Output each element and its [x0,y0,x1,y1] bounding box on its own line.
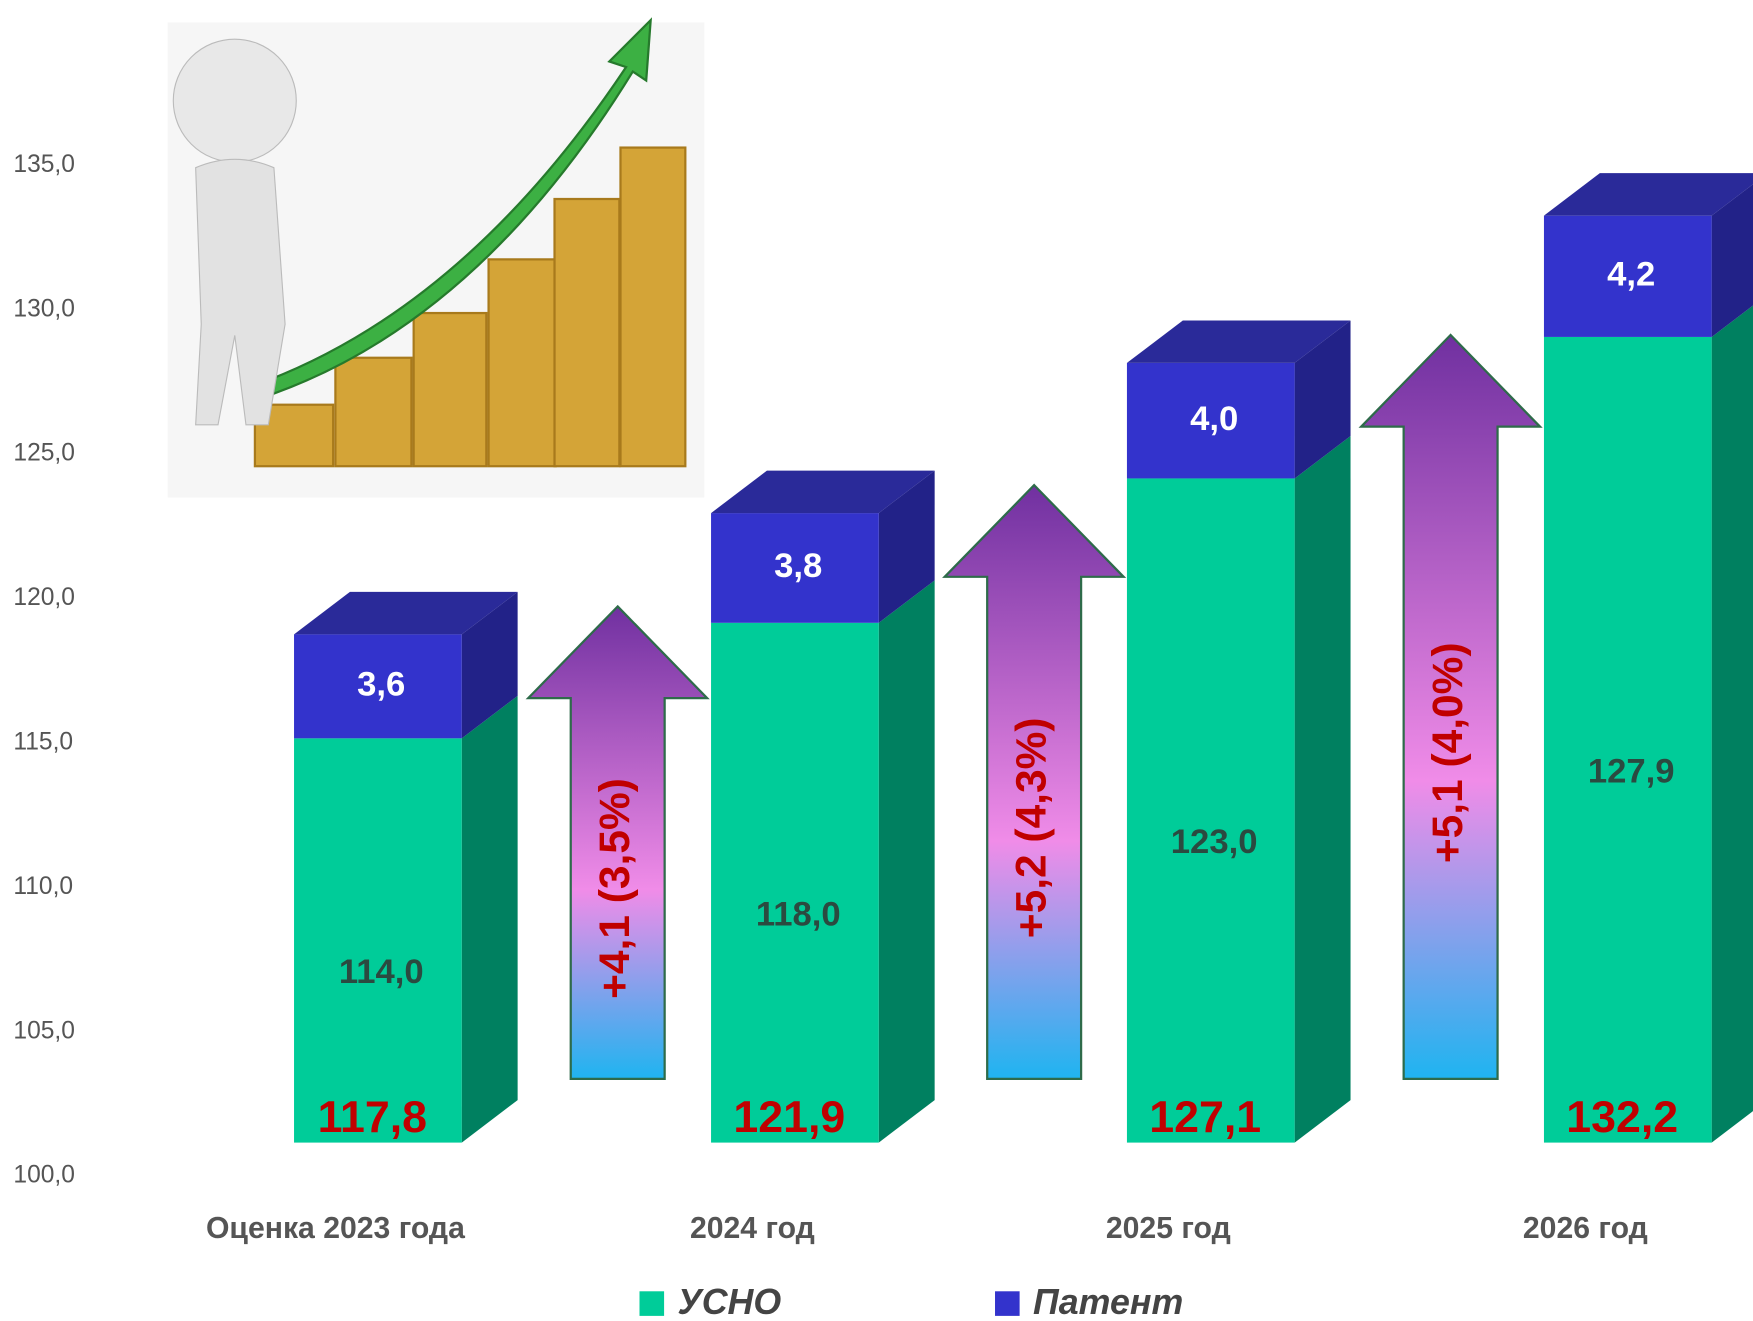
data-label: 114,0 [339,953,424,991]
growth-arrow [525,604,710,1080]
illustration [167,17,705,498]
bar-top [1543,173,1753,216]
data-label: 123,0 [1171,823,1258,861]
annotation: +5,1 (4,0%) [1425,642,1472,863]
bar [1543,336,1712,1143]
bar [711,513,879,623]
bar [294,738,462,1143]
data-label: 3,8 [774,547,822,585]
y-tick-label: 135,0 [13,151,75,178]
y-tick-label: 110,0 [13,873,73,900]
legend: УСНО Патент [639,1282,1183,1321]
legend-swatch [639,1291,665,1316]
x-tick-label: 2026 год [1523,1212,1648,1245]
data-label: 127,9 [1588,752,1675,790]
bar-side [1294,435,1351,1143]
bar-top [294,591,518,635]
y-tick-label: 120,0 [13,584,75,611]
legend-label: Патент [1033,1282,1183,1321]
total-label: 132,2 [1566,1093,1678,1142]
bar-side [461,695,518,1143]
annotation: +4,1 (3,5%) [592,778,639,999]
legend-swatch [995,1291,1020,1316]
y-tick-label: 125,0 [13,440,75,467]
total-label: 121,9 [733,1093,845,1142]
bar [711,622,879,1143]
bar-side [1294,320,1351,479]
total-label: 117,8 [318,1093,427,1142]
data-label: 4,0 [1190,400,1238,438]
y-tick-label: 115,0 [13,728,73,755]
data-label: 3,6 [357,666,405,704]
x-tick-label: Оценка 2023 года [206,1212,465,1245]
data-label: 118,0 [756,895,841,933]
growth-arrow [942,483,1127,1080]
data-label: 4,2 [1607,255,1655,293]
plot: УСНО Патент 100,0 105,0 110,0 115,0 120,0 125… [13,17,1753,1321]
bar [1543,215,1712,337]
x-tick-label: 2024 год [690,1212,815,1245]
bar [1126,362,1295,479]
bar-side [1711,305,1753,1143]
bar-side [461,591,518,739]
legend-label: УСНО [678,1282,782,1321]
total-label: 127,1 [1149,1093,1261,1142]
bar [1126,478,1295,1143]
bar-side [878,580,935,1143]
bar-top [1126,320,1351,363]
bar-top [711,470,935,514]
bar-side [878,470,935,623]
x-tick-label: 2025 год [1106,1212,1231,1245]
annotation: +5,2 (4,3%) [1008,717,1055,938]
y-tick-label: 100,0 [13,1162,75,1189]
y-tick-label: 130,0 [13,295,75,322]
growth-arrow [1358,333,1543,1080]
y-tick-label: 105,0 [13,1017,75,1044]
bar-side [1711,184,1753,337]
bar [294,634,462,739]
